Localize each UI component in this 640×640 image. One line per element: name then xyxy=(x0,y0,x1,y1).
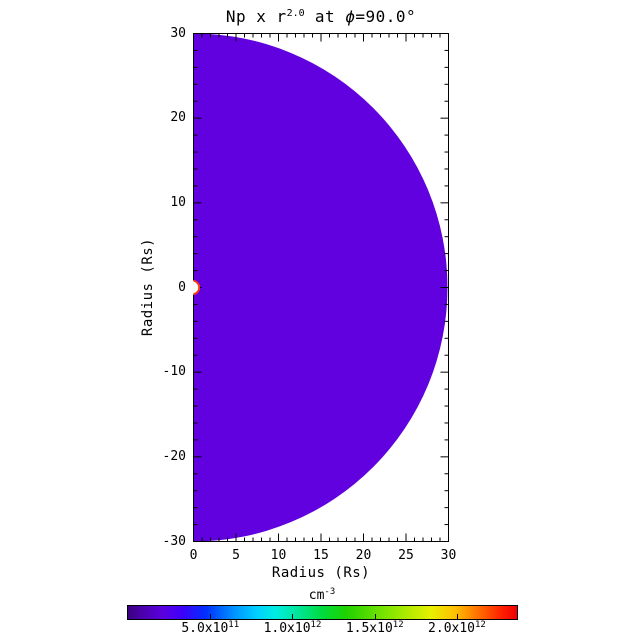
title-segment: at xyxy=(304,7,346,26)
x-tick-label: 0 xyxy=(189,548,198,563)
plot-area xyxy=(193,33,449,542)
x-axis-title: Radius (Rs) xyxy=(271,565,371,581)
title-segment: Np x r xyxy=(225,7,287,26)
colorbar-tick xyxy=(292,614,294,619)
y-tick-label: -10 xyxy=(162,364,186,380)
colorbar-tick xyxy=(210,614,212,619)
colorbar-label-exponent: 11 xyxy=(228,620,240,630)
y-tick-label: 20 xyxy=(170,110,186,126)
colorbar-label-base: 1.5x10 xyxy=(345,621,393,636)
x-tick-label: 10 xyxy=(270,548,287,563)
colorbar-tick-label: 5.0x1011 xyxy=(181,620,240,636)
colorbar-tick xyxy=(456,614,458,619)
y-tick-label: 10 xyxy=(170,194,186,210)
colorbar-tick-label: 1.0x1012 xyxy=(263,620,322,636)
x-tick-label: 25 xyxy=(398,548,414,563)
colorbar-label-base: 1.0x10 xyxy=(263,621,311,636)
colorbar-tick xyxy=(374,614,376,619)
colorbar-tick-label: 2.0x1012 xyxy=(428,620,486,636)
title-segment: ϕ xyxy=(345,7,356,26)
axis-ticks xyxy=(193,33,449,542)
x-tick-label: 30 xyxy=(440,548,457,563)
y-tick-label: 30 xyxy=(170,25,186,41)
colorbar xyxy=(127,605,518,620)
colorbar-label-exponent: 12 xyxy=(392,620,404,630)
x-tick-label: 20 xyxy=(355,548,372,563)
colorbar-label-exponent: 12 xyxy=(475,620,486,630)
y-tick-label: -20 xyxy=(162,448,186,464)
y-tick-label: -30 xyxy=(162,533,186,549)
x-tick-label: 15 xyxy=(313,548,329,563)
units-base: cm xyxy=(308,588,325,603)
colorbar-label-exponent: 12 xyxy=(310,620,322,630)
y-tick-label: 0 xyxy=(178,279,186,295)
title-segment: =90.0 xyxy=(355,7,407,26)
plot-title: Np x r2.0 at ϕ=90.0° xyxy=(0,7,640,26)
units-exponent: -3 xyxy=(324,587,336,597)
colorbar-label-base: 5.0x10 xyxy=(181,621,229,636)
colorbar-label-base: 2.0x10 xyxy=(428,621,476,636)
title-segment: ° xyxy=(406,7,417,26)
density-semicircle xyxy=(193,33,448,542)
colorbar-units: cm-3 xyxy=(308,587,336,603)
title-segment: 2.0 xyxy=(286,8,305,19)
x-tick-label: 5 xyxy=(232,548,240,563)
origin-rim xyxy=(193,279,200,296)
colorbar-tick-label: 1.5x1012 xyxy=(345,620,404,636)
